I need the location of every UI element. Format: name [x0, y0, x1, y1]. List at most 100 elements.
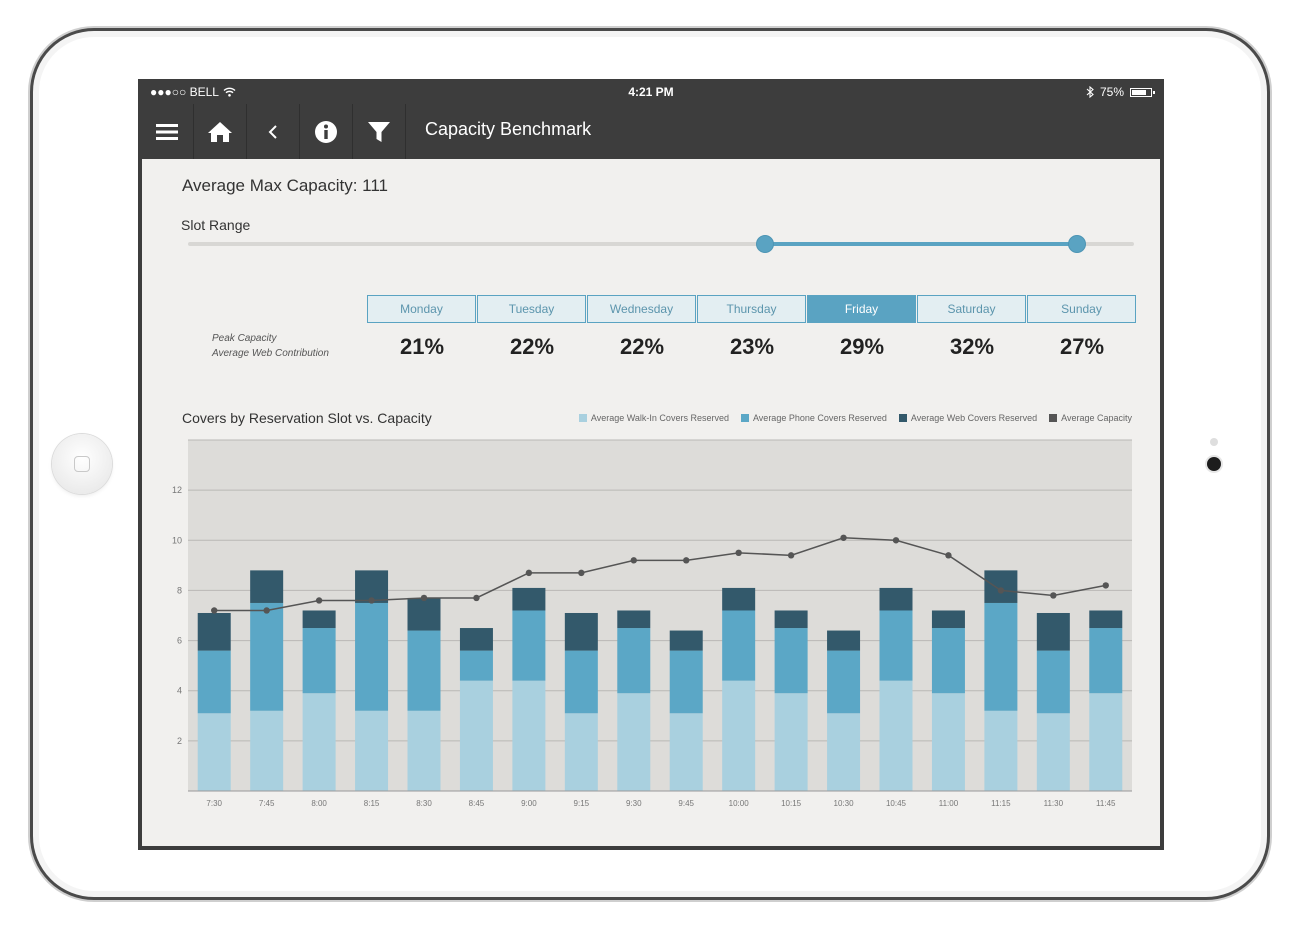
bar-segment — [1089, 693, 1123, 791]
bar-segment — [407, 597, 441, 631]
bar-segment — [1036, 650, 1070, 714]
x-tick-label: 10:45 — [886, 799, 907, 808]
bar-segment — [879, 680, 913, 791]
bar-segment — [669, 713, 703, 791]
y-tick-label: 10 — [172, 535, 182, 545]
back-button[interactable] — [247, 104, 300, 159]
tab-tuesday[interactable]: Tuesday — [477, 295, 586, 323]
bar-segment — [1036, 612, 1070, 651]
legend-walk-in: Average Walk-In Covers Reserved — [578, 413, 729, 423]
bar-segment — [931, 610, 965, 629]
bar-segment — [512, 610, 546, 681]
bar-segment — [774, 693, 808, 791]
bar-segment — [459, 628, 493, 651]
bluetooth-icon — [1086, 86, 1094, 98]
covers-chart: 2 4 6 8 10 12 7:30 7:45 8:00 8:15 8:30 8:45 9:00 9:15… — [172, 439, 1132, 808]
x-tick-label: 7:45 — [259, 799, 275, 808]
menu-icon — [156, 123, 178, 140]
bar-segment — [827, 650, 861, 714]
bar-segment — [617, 610, 651, 629]
pct-thursday: 23% — [729, 334, 775, 359]
home-hardware-button[interactable] — [52, 434, 112, 494]
pct-wednesday: 22% — [619, 334, 665, 359]
tab-friday[interactable]: Friday — [807, 295, 916, 323]
tab-thursday[interactable]: Thursday — [697, 295, 806, 323]
y-tick-label: 12 — [172, 485, 182, 495]
capacity-point — [263, 607, 270, 614]
legend-label-phone: Average Phone Covers Reserved — [752, 413, 887, 423]
bar-segment — [564, 612, 598, 651]
slot-range-fill — [765, 242, 1078, 246]
info-button[interactable] — [300, 104, 353, 159]
bar-segment — [355, 602, 389, 711]
y-tick-label: 2 — [177, 736, 182, 746]
capacity-point — [420, 594, 428, 602]
bar-segment — [827, 713, 861, 791]
bar-segment — [407, 710, 441, 791]
filter-button[interactable] — [353, 104, 406, 159]
home-icon — [208, 121, 232, 142]
x-tick-label: 9:00 — [521, 799, 537, 808]
bar-segment — [302, 610, 336, 629]
bar-segment — [722, 610, 756, 681]
x-tick-label: 11:30 — [1044, 799, 1064, 808]
legend-label-walk-in: Average Walk-In Covers Reserved — [590, 413, 729, 423]
x-tick-label: 8:00 — [311, 799, 327, 808]
pct-tuesday: 22% — [509, 334, 555, 359]
bar-segment — [669, 630, 703, 651]
bar-segment — [669, 650, 703, 714]
x-tick-label: 10:15 — [781, 799, 802, 808]
bar-segment — [407, 630, 441, 711]
bar-segment — [1089, 628, 1123, 694]
home-button-square-icon — [74, 456, 90, 472]
bar-segment — [355, 710, 389, 791]
tab-sunday[interactable]: Sunday — [1027, 295, 1136, 323]
status-bar: ●●●○○ BELL 4:21 PM 75% — [138, 79, 1164, 104]
legend-label-capacity: Average Capacity — [1061, 413, 1132, 423]
legend-swatch-walk-in — [578, 414, 587, 422]
capacity-point — [1102, 582, 1109, 589]
screen: ●●●○○ BELL 4:21 PM 75% — [138, 79, 1164, 850]
toolbar: Capacity Benchmark — [138, 104, 1164, 159]
clock: 4:21 PM — [628, 85, 674, 99]
pct-friday: 29% — [839, 334, 885, 359]
bar-segment — [879, 610, 913, 681]
slot-range-track[interactable] — [188, 242, 1134, 246]
menu-button[interactable] — [141, 104, 194, 159]
capacity-point — [945, 552, 952, 559]
capacity-point — [473, 594, 480, 602]
tab-wednesday[interactable]: Wednesday — [587, 295, 696, 323]
capacity-point — [787, 552, 795, 559]
ambient-sensor — [1210, 438, 1218, 446]
x-tick-label: 11:15 — [991, 799, 1011, 808]
bar-segment — [984, 602, 1018, 711]
legend-swatch-web — [898, 414, 907, 422]
back-icon — [268, 124, 277, 139]
legend-web: Average Web Covers Reserved — [898, 413, 1037, 423]
filter-icon — [368, 121, 390, 142]
capacity-point — [892, 537, 900, 544]
carrier-group: ●●●○○ BELL — [150, 85, 236, 99]
legend-swatch-phone — [740, 414, 749, 422]
slot-range-low-handle[interactable] — [756, 235, 775, 253]
bar-segment — [250, 710, 284, 791]
tab-saturday[interactable]: Saturday — [917, 295, 1026, 323]
slot-range-high-handle[interactable] — [1068, 235, 1087, 253]
tab-monday[interactable]: Monday — [367, 295, 476, 323]
camera-icon — [1207, 457, 1221, 471]
home-button[interactable] — [194, 104, 247, 159]
pct-sunday: 27% — [1059, 334, 1105, 359]
bar-segment — [774, 610, 808, 629]
chart-legend: Average Walk-In Covers Reserved Average … — [578, 413, 1132, 423]
chart-title: Covers by Reservation Slot vs. Capacity — [182, 410, 432, 426]
x-tick-label: 8:30 — [416, 799, 432, 808]
capacity-point — [1050, 592, 1057, 599]
capacity-point — [315, 597, 323, 604]
bar-segment — [617, 628, 651, 694]
battery-group: 75% — [1086, 85, 1155, 99]
bar-segment — [931, 628, 965, 694]
battery-percent: 75% — [1099, 85, 1124, 99]
x-tick-label: 9:45 — [678, 799, 694, 808]
capacity-point — [683, 557, 690, 564]
x-tick-label: 11:45 — [1096, 799, 1116, 808]
